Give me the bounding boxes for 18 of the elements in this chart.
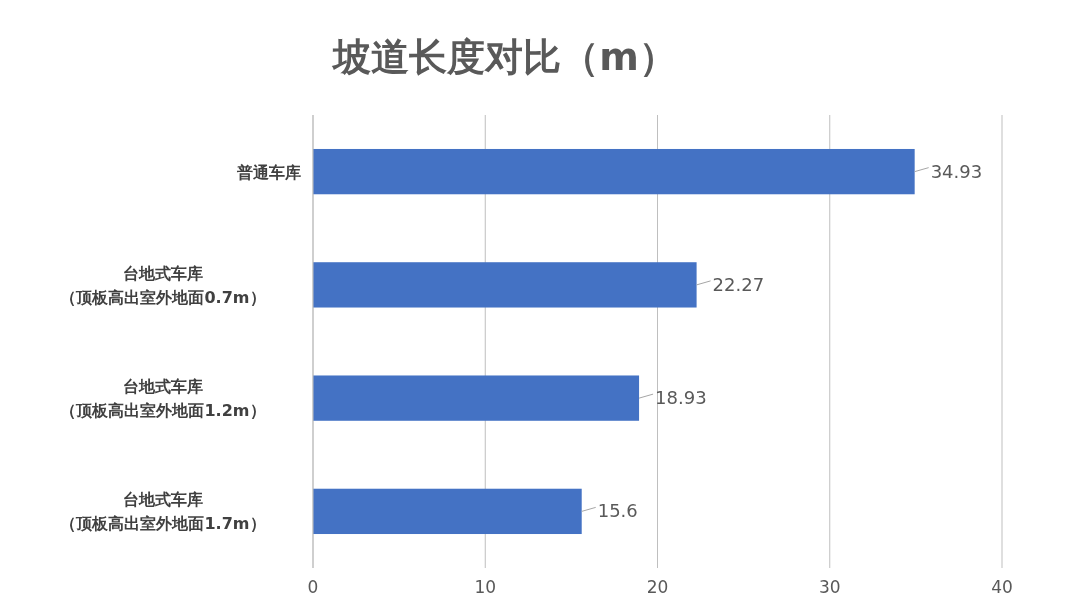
chart-title: 坡道长度对比（m） xyxy=(331,35,677,79)
x-tick-label: 10 xyxy=(474,577,497,597)
x-tick-label: 0 xyxy=(307,577,319,597)
data-label: 22.27 xyxy=(712,273,765,295)
y-tick-label: 台地式车库（顶板高出室外地面0.7m） xyxy=(60,263,266,307)
bar xyxy=(313,262,697,308)
data-label: 34.93 xyxy=(930,160,983,182)
y-tick-label: 普通车库 xyxy=(236,162,301,182)
bar xyxy=(313,488,582,535)
y-tick-label: 台地式车库（顶板高出室外地面1.2m） xyxy=(60,377,266,421)
data-label: 18.93 xyxy=(655,387,707,409)
x-tick-label: 20 xyxy=(646,577,669,597)
y-tick-label: 台地式车库（顶板高出室外地面1.7m） xyxy=(60,490,266,534)
bar xyxy=(313,148,915,195)
x-tick-label: 30 xyxy=(818,577,841,597)
x-tick-label: 40 xyxy=(991,577,1013,597)
bar xyxy=(313,375,640,421)
data-label: 15.6 xyxy=(597,500,638,522)
